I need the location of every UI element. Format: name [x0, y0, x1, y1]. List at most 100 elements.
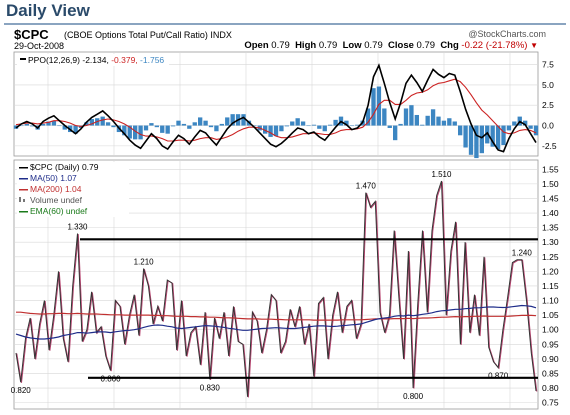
ppo-histogram-bar	[430, 109, 436, 126]
ppo-histogram-bar	[333, 119, 338, 126]
low-value: 0.79	[364, 40, 383, 51]
ppo-histogram-bar	[24, 123, 29, 126]
price-tick-label: 1.00	[542, 325, 559, 335]
ppo-histogram-bar	[176, 120, 181, 126]
ppo-histogram-bar	[208, 125, 214, 128]
point-label: 1.240	[512, 249, 533, 258]
price-tick-label: 1.20	[542, 266, 559, 276]
ppo-histogram-bar	[495, 125, 501, 150]
ppo-histogram-bar	[501, 125, 506, 146]
price-tick-label: 0.90	[542, 354, 559, 364]
ppo-histogram-bar	[57, 125, 62, 127]
price-tick-label: 0.95	[542, 339, 559, 349]
ppo-panel-frame	[13, 51, 539, 157]
point-labels: 0.820 1.330 0.860 1.210 0.830 1.470 0.800 1.510…	[11, 170, 533, 401]
ppo-histogram-bar	[463, 125, 468, 148]
ppo-histogram-bar	[528, 125, 533, 129]
ppo-histogram-bar	[441, 120, 447, 126]
price-tick-label: 1.45	[542, 193, 559, 203]
ppo-tick-label: 0.0	[542, 121, 554, 131]
ppo-histogram-bar	[322, 125, 327, 132]
close-value: 0.79	[416, 40, 436, 51]
ppo-histogram-bar	[241, 114, 246, 126]
ppo-histogram-bar	[479, 125, 484, 154]
point-label: 1.510	[431, 170, 452, 179]
down-triangle-icon: ▼	[530, 41, 538, 50]
ma200-legend: MA(200) 1.04	[30, 184, 82, 194]
quote-date: 29-Oct-2008	[14, 41, 65, 51]
description-text: (CBOE Options Total Put/Call Ratio)	[64, 30, 208, 40]
symbol: $CPC	[14, 27, 49, 42]
ppo-histogram-bar	[89, 119, 94, 126]
price-legend: $CPC (Daily) 0.79 MA(50) 1.07 MA(200) 1.…	[19, 162, 99, 216]
ppo-legend-hist: -1.756	[140, 55, 164, 65]
ppo-signal-line	[15, 78, 537, 142]
price-tick-label: 1.40	[542, 208, 559, 218]
ppo-histogram-bar	[474, 125, 479, 159]
price-tick-label: 0.85	[542, 368, 559, 378]
ppo-histogram-bar	[414, 114, 419, 126]
ppo-histogram-bar	[376, 86, 382, 126]
ppo-histogram-bar	[203, 120, 208, 126]
volume-legend: Volume undef	[30, 195, 83, 205]
ppo-histogram-bar	[452, 121, 457, 126]
ppo-histogram-bar	[447, 118, 452, 126]
point-label: 1.210	[134, 257, 155, 266]
volume-legend-swatch	[19, 197, 21, 202]
ma50-line	[15, 304, 537, 340]
ppo-legend-signal: -0.379,	[111, 55, 137, 65]
ppo-histogram-bar	[328, 124, 333, 126]
ppo-histogram-bar	[230, 114, 235, 126]
low-label: Low	[342, 40, 362, 51]
close-label: Close	[388, 40, 414, 51]
ppo-tick-label: 7.5	[542, 60, 554, 70]
high-value: 0.79	[318, 40, 338, 51]
ppo-histogram-bar	[306, 125, 311, 127]
quote-summary: Open 0.79 High 0.79 Low 0.79 Close 0.79 …	[244, 40, 538, 51]
ppo-histogram-bar	[187, 125, 192, 129]
ppo-histogram-bar	[533, 125, 539, 136]
price-line	[15, 180, 537, 397]
ppo-histogram-bar	[506, 125, 512, 131]
ppo-legend-swatch	[20, 58, 26, 60]
ppo-histogram-bar	[219, 123, 224, 126]
price-panel: 0.820 1.330 0.860 1.210 0.830 1.470 0.800 1.510…	[11, 159, 559, 410]
high-label: High	[295, 40, 317, 51]
ppo-histogram	[13, 86, 539, 159]
cpc-legend: $CPC (Daily) 0.79	[30, 162, 99, 172]
ppo-histogram-bar	[425, 115, 430, 126]
price-tick-label: 1.55	[542, 164, 559, 174]
price-tick-label: 0.75	[542, 398, 559, 408]
ppo-histogram-bar	[398, 123, 403, 126]
ppo-histogram-bar	[300, 121, 306, 126]
ppo-histogram-bar	[349, 125, 354, 127]
ma50-legend: MA(50) 1.07	[30, 173, 77, 183]
ppo-histogram-bar	[51, 120, 57, 126]
ppo-histogram-bar	[279, 125, 284, 132]
ema60-legend-swatch	[19, 211, 28, 213]
ppo-legend-value: -2.134,	[82, 55, 108, 65]
point-label: 0.870	[488, 372, 509, 381]
price-tick-label: 0.80	[542, 383, 559, 393]
ppo-histogram-bar	[73, 125, 78, 134]
ppo-histogram-bar	[355, 124, 360, 126]
ppo-legend-bg	[17, 54, 169, 66]
ppo-histogram-bar	[268, 125, 273, 137]
ppo-histogram-bar	[192, 122, 197, 126]
ppo-histogram-bar	[160, 125, 165, 133]
ppo-histogram-bar	[198, 117, 203, 126]
chg-value: -0.22 (-21.78%)	[461, 40, 528, 51]
ppo-histogram-bar	[252, 125, 257, 127]
ppo-histogram-bar	[46, 121, 51, 126]
ppo-histogram-bar	[122, 125, 127, 136]
price-legend-bg	[17, 162, 129, 217]
ppo-histogram-bar	[19, 125, 24, 127]
support-resistance-lines	[80, 238, 538, 379]
ppo-histogram-bar	[485, 125, 490, 144]
ppo-panel: 7.5 5.0 2.5 0.0 -2.5 PPO(12,26,9) -2.134, -0…	[13, 51, 557, 159]
ppo-histogram-bar	[111, 125, 116, 128]
ppo-histogram-bar	[409, 105, 414, 126]
ppo-histogram-bar	[84, 122, 89, 126]
ma200-line	[16, 311, 537, 321]
brand-link[interactable]: @StockCharts.com	[468, 29, 546, 39]
